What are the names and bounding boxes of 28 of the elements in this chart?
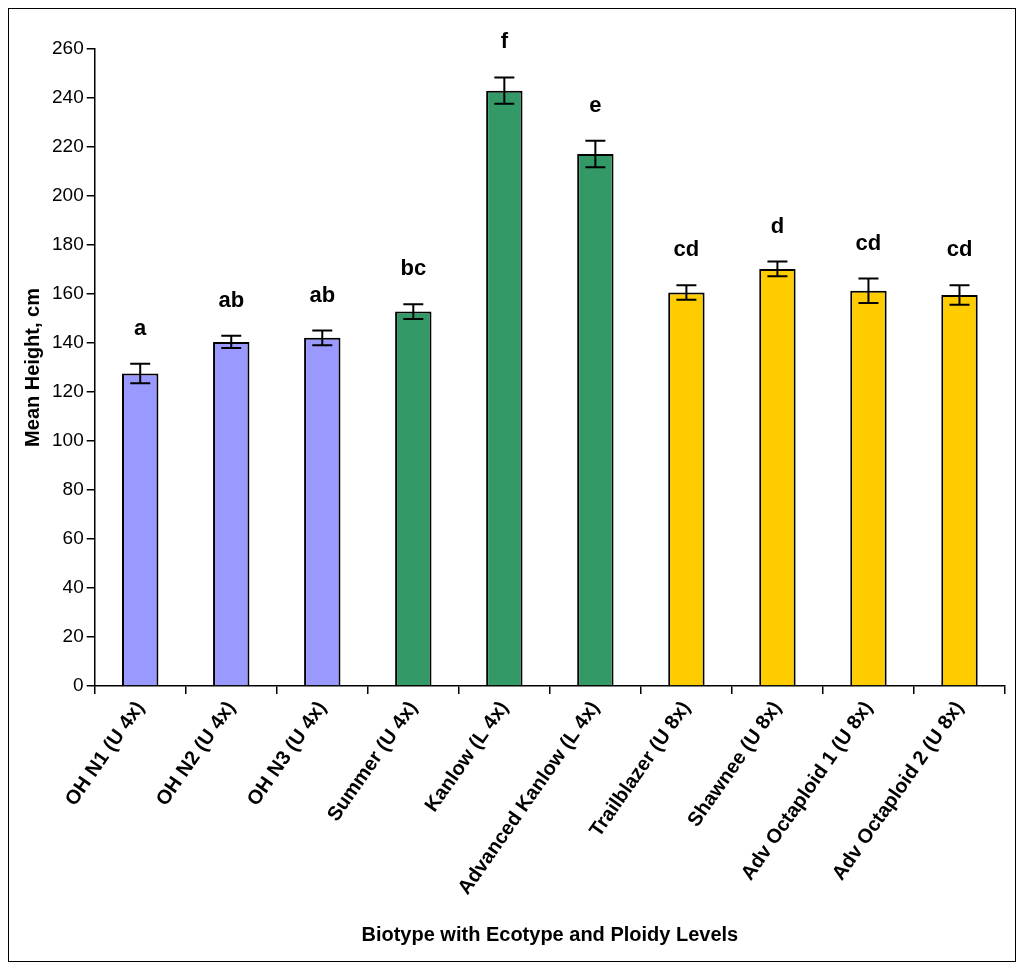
- y-tick-label: 0: [73, 674, 84, 696]
- annotation: e: [589, 91, 602, 117]
- x-tick-label: OH N2 (U 4x): [150, 696, 240, 810]
- annotation: a: [134, 314, 148, 340]
- annotation: ab: [218, 286, 245, 312]
- annotation: d: [770, 212, 785, 238]
- y-axis-title: Mean Height, cm: [20, 287, 43, 447]
- y-tick-label: 40: [62, 576, 84, 598]
- y-tick-label: 220: [52, 135, 84, 157]
- annotation: cd: [855, 229, 882, 255]
- y-tick-label: 80: [62, 478, 84, 500]
- y-tick-label: 240: [52, 86, 84, 108]
- y-tick-label: 180: [52, 233, 84, 255]
- annotation: bc: [400, 255, 427, 281]
- annotation: cd: [946, 236, 973, 262]
- y-tick-label: 60: [62, 527, 84, 549]
- annotation: cd: [673, 236, 700, 262]
- y-tick-label: 260: [52, 37, 84, 59]
- y-tick-label: 140: [52, 331, 84, 353]
- y-tick-label: 200: [52, 184, 84, 206]
- x-tick-label: OH N1 (U 4x): [59, 696, 149, 810]
- annotation: f: [500, 28, 509, 54]
- x-axis-title: Biotype with Ecotype and Ploidy Levels: [361, 922, 739, 945]
- y-tick-label: 120: [52, 380, 84, 402]
- annotation: ab: [309, 281, 336, 307]
- y-tick-label: 100: [52, 429, 84, 451]
- y-tick-label: 20: [62, 625, 84, 647]
- y-tick-label: 160: [52, 282, 84, 304]
